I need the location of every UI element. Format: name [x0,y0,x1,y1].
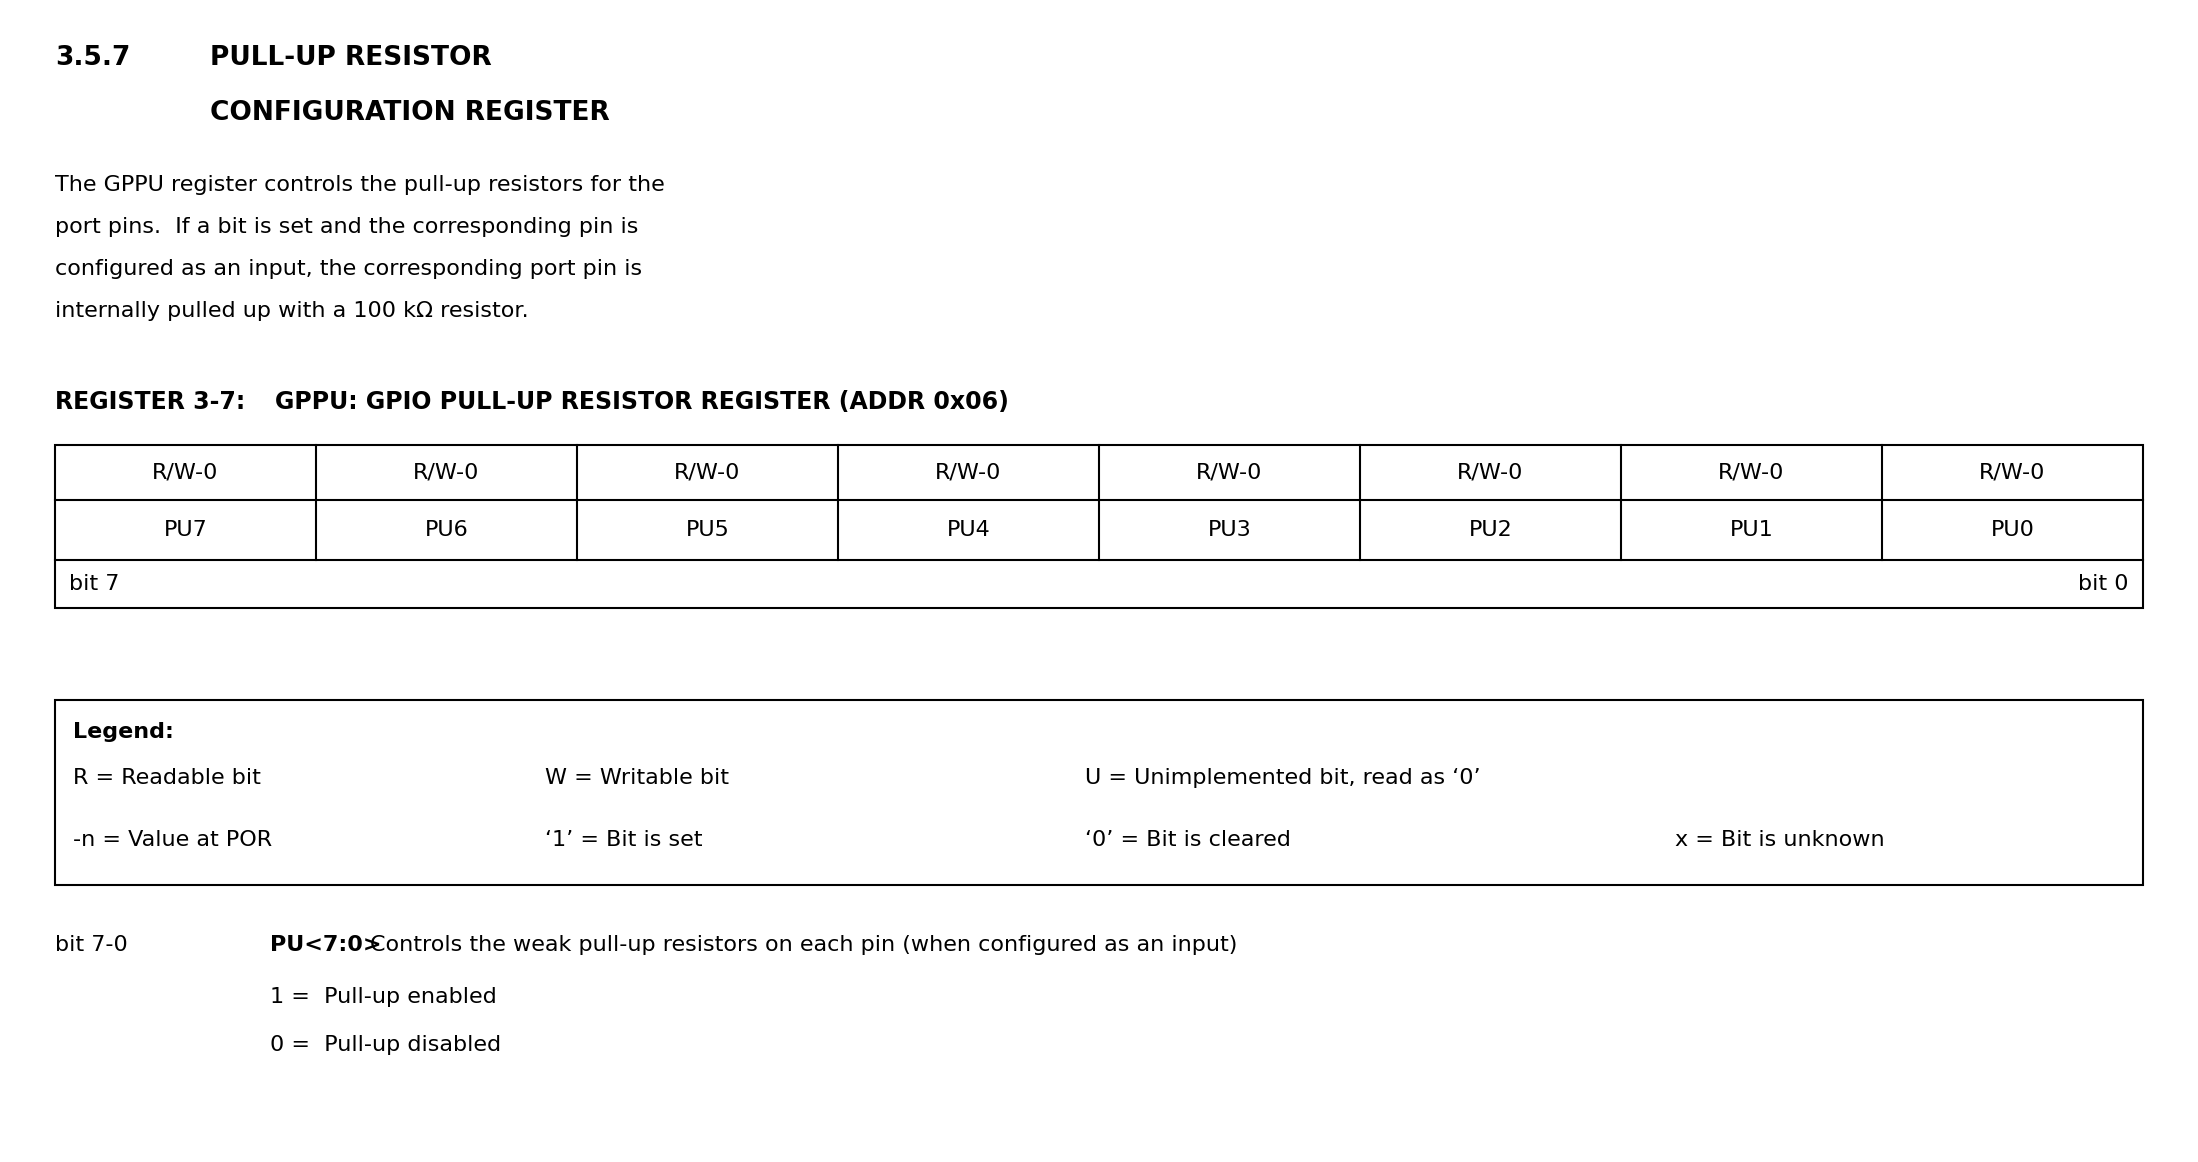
Text: PU3: PU3 [1207,521,1251,540]
Text: R/W-0: R/W-0 [413,462,479,482]
Text: GPPU: GPIO PULL-UP RESISTOR REGISTER (ADDR 0x06): GPPU: GPIO PULL-UP RESISTOR REGISTER (AD… [275,390,1009,414]
Text: internally pulled up with a 100 kΩ resistor.: internally pulled up with a 100 kΩ resis… [55,301,530,321]
Text: CONFIGURATION REGISTER: CONFIGURATION REGISTER [211,100,609,125]
Text: PU6: PU6 [424,521,468,540]
Text: R/W-0: R/W-0 [1719,462,1785,482]
Text: port pins.  If a bit is set and the corresponding pin is: port pins. If a bit is set and the corre… [55,217,637,237]
Text: PU2: PU2 [1468,521,1512,540]
Text: -n = Value at POR: -n = Value at POR [73,830,273,849]
Text: U = Unimplemented bit, read as ‘0’: U = Unimplemented bit, read as ‘0’ [1086,768,1481,788]
Text: The GPPU register controls the pull-up resistors for the: The GPPU register controls the pull-up r… [55,175,664,195]
Text: R = Readable bit: R = Readable bit [73,768,262,788]
Text: PU<7:0>: PU<7:0> [270,935,382,955]
Text: PU5: PU5 [686,521,730,540]
Text: PU1: PU1 [1730,521,1774,540]
Text: configured as an input, the corresponding port pin is: configured as an input, the correspondin… [55,259,642,279]
Text: PU7: PU7 [163,521,207,540]
Bar [55,445,2143,608]
Text: REGISTER 3-7:: REGISTER 3-7: [55,390,246,414]
Text: 3.5.7: 3.5.7 [55,45,130,71]
Text: ‘1’ = Bit is set: ‘1’ = Bit is set [545,830,703,849]
Text: PU4: PU4 [947,521,991,540]
Text: R/W-0: R/W-0 [675,462,741,482]
Text: R/W-0: R/W-0 [1980,462,2046,482]
Text: R/W-0: R/W-0 [1457,462,1523,482]
Text: Controls the weak pull-up resistors on each pin (when configured as an input): Controls the weak pull-up resistors on e… [369,935,1237,955]
Text: PULL-UP RESISTOR: PULL-UP RESISTOR [211,45,492,71]
Text: 1 =  Pull-up enabled: 1 = Pull-up enabled [270,987,497,1007]
Text: R/W-0: R/W-0 [936,462,1002,482]
Text: bit 7: bit 7 [68,574,119,594]
Bar [55,700,2143,885]
Text: 0 =  Pull-up disabled: 0 = Pull-up disabled [270,1035,501,1055]
Text: R/W-0: R/W-0 [152,462,218,482]
Text: W = Writable bit: W = Writable bit [545,768,730,788]
Text: Legend:: Legend: [73,722,174,743]
Text: R/W-0: R/W-0 [1196,462,1262,482]
Text: PU0: PU0 [1991,521,2035,540]
Text: ‘0’ = Bit is cleared: ‘0’ = Bit is cleared [1086,830,1290,849]
Text: x = Bit is unknown: x = Bit is unknown [1675,830,1884,849]
Text: bit 0: bit 0 [2079,574,2130,594]
Text: bit 7-0: bit 7-0 [55,935,127,955]
